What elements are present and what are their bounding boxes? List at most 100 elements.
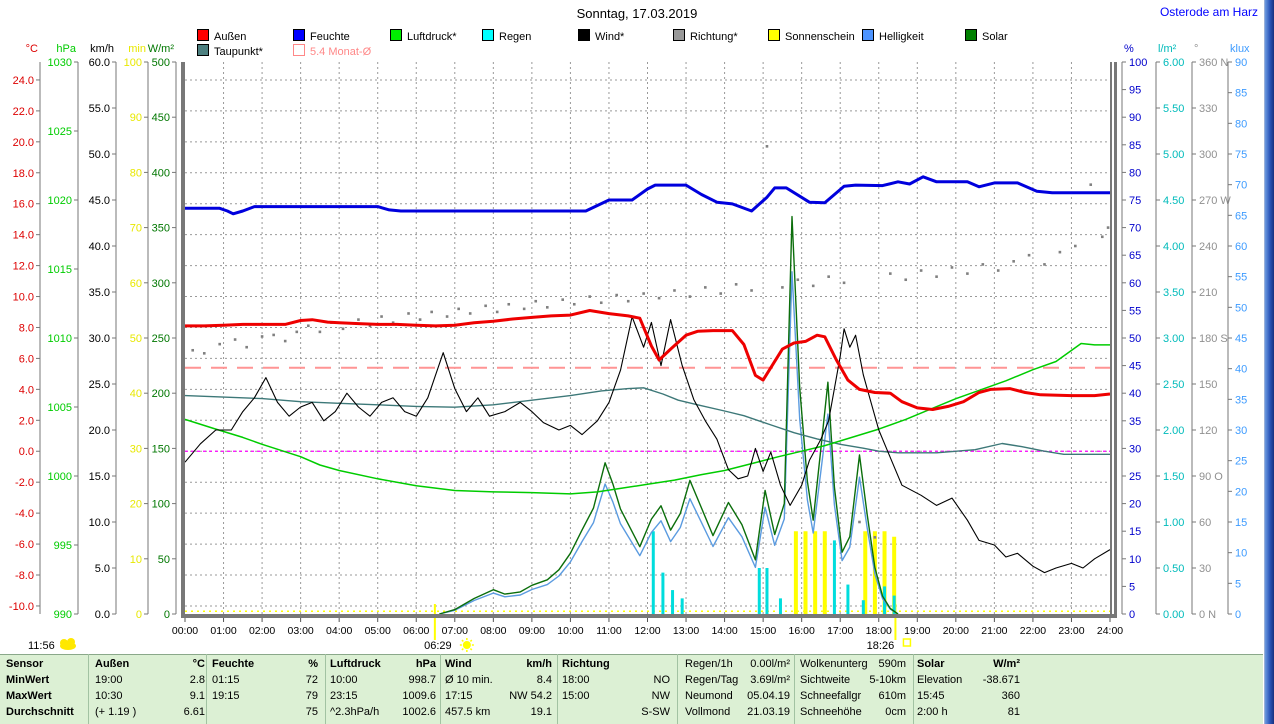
svg-text:60: 60 (130, 278, 142, 290)
table-row-header: MinWert (6, 674, 50, 686)
cloud-icon (60, 638, 76, 650)
legend-label: Solar (982, 31, 1008, 43)
table-cell-time: Elevation (917, 674, 963, 686)
svg-text:45: 45 (1235, 333, 1247, 345)
legend-item-au-en: Außen (197, 29, 246, 43)
axis-hpa-left: hPa 1030 1025 1020 1015 1010 1005 1000 995 990 (48, 43, 79, 621)
table-cell-time: 15:00 (562, 690, 590, 702)
svg-text:6.0: 6.0 (19, 353, 34, 365)
svg-text:70: 70 (1235, 180, 1247, 192)
table-cell-value: 0cm (885, 706, 906, 718)
axis--right: °360 N 330 300 270 W 240 210 180 S 150 120 90 O 60… (1191, 43, 1231, 621)
legend-item-solar: Solar (965, 29, 1008, 43)
svg-text:05:00: 05:00 (365, 625, 391, 637)
svg-text:75: 75 (1235, 149, 1247, 161)
axis-lm-right: l/m² 6.00 5.50 5.00 4.50 4.00 3.50 3.00 2.50 2.00… (1155, 43, 1184, 621)
svg-text:90: 90 (1129, 112, 1141, 124)
legend-item-richtung-: Richtung* (673, 29, 738, 43)
svg-text:0.50: 0.50 (1163, 563, 1184, 575)
legend-swatch-icon (965, 29, 977, 41)
table-cell-value: 1009.6 (402, 690, 436, 702)
svg-text:30: 30 (1129, 443, 1141, 455)
table-row-header: Sensor (6, 658, 44, 670)
series-taupunkt (184, 387, 1110, 455)
svg-text:19:00: 19:00 (904, 625, 930, 637)
series-richtung-dots (191, 145, 1110, 539)
svg-text:5.00: 5.00 (1163, 149, 1184, 161)
svg-text:-8.0: -8.0 (15, 570, 34, 582)
series-luftdruck (184, 342, 1110, 495)
svg-text:1010: 1010 (48, 333, 72, 345)
sun-below-horizon-icon (902, 638, 912, 647)
svg-text:10: 10 (1235, 548, 1247, 560)
svg-text:20: 20 (130, 499, 142, 511)
svg-text:1020: 1020 (48, 195, 72, 207)
svg-text:1.50: 1.50 (1163, 471, 1184, 483)
svg-text:20.0: 20.0 (89, 425, 110, 437)
table-col-header: Luftdruck (330, 658, 381, 670)
table-cell-time: 18:00 (562, 674, 590, 686)
table-cell-time: Sichtweite (800, 674, 851, 686)
legend-swatch-icon (673, 29, 685, 41)
svg-text:100: 100 (152, 499, 170, 511)
table-cell-time: 19:15 (212, 690, 240, 702)
svg-text:0 N: 0 N (1199, 609, 1216, 621)
table-cell-value: -38.671 (982, 674, 1020, 686)
svg-text:60: 60 (1199, 517, 1211, 529)
table-cell-time: 2:00 h (917, 706, 948, 718)
svg-text:5.50: 5.50 (1163, 103, 1184, 115)
svg-text:hPa: hPa (56, 43, 76, 55)
series-feuchte (185, 175, 1110, 216)
legend-label: Regen (499, 31, 532, 43)
svg-text:50: 50 (1235, 302, 1247, 314)
table-cell-value: NW (651, 690, 670, 702)
svg-text:4.0: 4.0 (19, 384, 34, 396)
x-axis-labels: 00:00 01:00 02:00 03:00 04:00 05:00 06:00 07:00… (172, 618, 1123, 637)
table-col-header: Wolkenunterg (800, 658, 868, 670)
legend-label: Wind* (595, 31, 625, 43)
svg-text:24.0: 24.0 (13, 75, 34, 87)
svg-text:10: 10 (1129, 554, 1141, 566)
axis-c-left: °C 24.0 22.0 20.0 18.0 16.0 14.0 12.0 10.0 8.0 6.0… (9, 43, 41, 614)
svg-text:04:00: 04:00 (326, 625, 352, 637)
svg-text:09:00: 09:00 (519, 625, 545, 637)
svg-text:06:00: 06:00 (403, 625, 429, 637)
svg-text:350: 350 (152, 223, 170, 235)
svg-text:02:00: 02:00 (249, 625, 275, 637)
legend-swatch-icon (578, 29, 590, 41)
sunset-time: 18:26 (867, 640, 895, 652)
svg-text:4.00: 4.00 (1163, 241, 1184, 253)
svg-text:0.00: 0.00 (1163, 609, 1184, 621)
svg-text:60.0: 60.0 (89, 57, 110, 69)
svg-text:50: 50 (1129, 333, 1141, 345)
legend-item-wind-: Wind* (578, 29, 625, 43)
svg-text:0.0: 0.0 (95, 609, 110, 621)
svg-text:5: 5 (1129, 581, 1135, 593)
table-divider (557, 654, 558, 724)
svg-text:450: 450 (152, 112, 170, 124)
svg-text:95: 95 (1129, 85, 1141, 97)
svg-text:km/h: km/h (90, 43, 114, 55)
svg-text:0: 0 (136, 609, 142, 621)
table-cell-value: 21.03.19 (747, 706, 790, 718)
svg-text:250: 250 (152, 333, 170, 345)
table-divider (677, 654, 678, 724)
svg-text:30.0: 30.0 (89, 333, 110, 345)
table-cell-value: 75 (305, 706, 318, 718)
table-row-header: MaxWert (6, 690, 52, 702)
legend-swatch-icon (293, 44, 305, 56)
table-cell-time: 23:15 (330, 690, 358, 702)
legend-swatch-icon (862, 29, 874, 41)
table-col-header: Feuchte (212, 658, 255, 670)
bottom-left-time: 11:56 (28, 640, 55, 652)
svg-text:45: 45 (1129, 361, 1141, 373)
table-cell-time: Schneehöhe (800, 706, 862, 718)
series-solar (439, 215, 899, 615)
svg-text:240: 240 (1199, 241, 1217, 253)
series-helligkeit (439, 271, 899, 615)
stats-table: Sensor MinWert MaxWert Durchschnitt Außen °C 1… (0, 654, 1263, 724)
svg-text:min: min (128, 43, 146, 55)
svg-text:65: 65 (1129, 250, 1141, 262)
svg-text:00:00: 00:00 (172, 625, 198, 637)
svg-text:30: 30 (130, 443, 142, 455)
